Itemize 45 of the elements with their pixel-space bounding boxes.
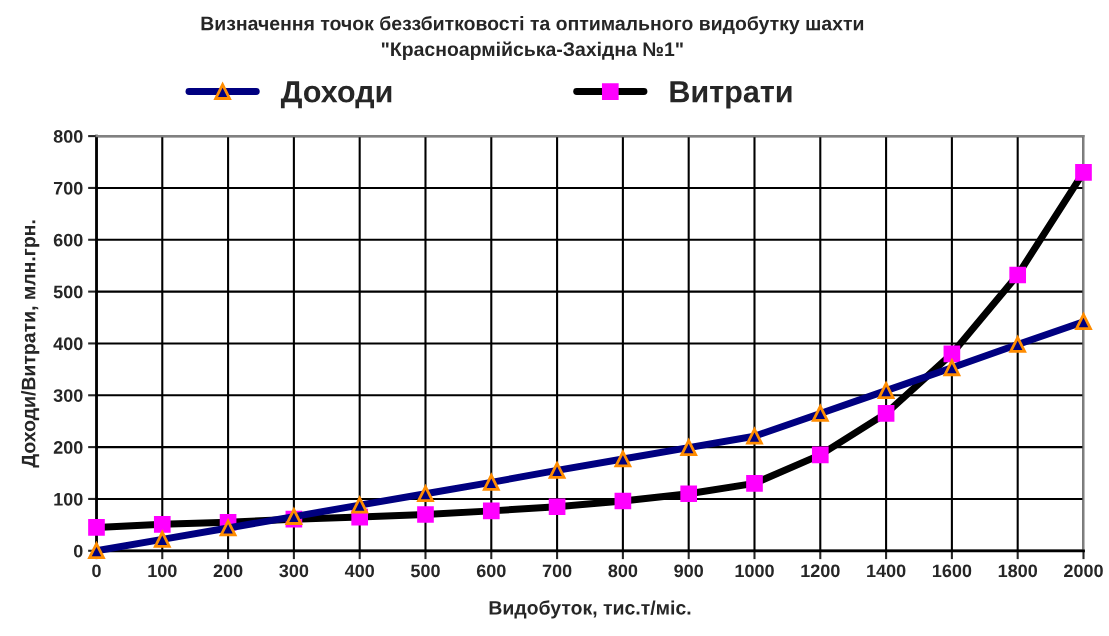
x-tick-label: 1200 [801, 564, 840, 578]
point [943, 359, 961, 377]
x-tick-label: 0 [92, 564, 101, 578]
x-tick-label: 800 [608, 564, 638, 578]
point [877, 382, 895, 399]
x-tick-label: 900 [674, 564, 704, 578]
point [1009, 336, 1027, 353]
legend-label: Витрати [670, 81, 792, 109]
point [746, 427, 763, 445]
point [614, 450, 632, 468]
x-tick-label: 700 [542, 564, 572, 578]
point [88, 542, 105, 560]
x-tick-label: 300 [279, 564, 309, 578]
y-axis-title: Доходи/Витрати, млн.грн. [21, 220, 40, 468]
point [219, 519, 237, 537]
point [680, 439, 698, 456]
point [1075, 313, 1092, 330]
x-tick-label: 400 [344, 564, 375, 578]
y-tick-label: 400 [53, 337, 83, 351]
y-tick-label: 200 [53, 441, 83, 454]
x-tick-label: 1600 [932, 564, 972, 578]
y-tick-label: 100 [54, 492, 83, 506]
x-tick-label: 1000 [735, 564, 774, 578]
x-tick-label: 200 [213, 564, 243, 578]
y-tick-label: 700 [53, 181, 83, 195]
x-tick-label: 1800 [998, 564, 1038, 578]
point [351, 496, 369, 514]
y-tick-label: 0 [73, 544, 83, 558]
legend-label: Доходи [280, 81, 392, 109]
point [548, 462, 566, 479]
y-tick-label: 800 [53, 130, 83, 143]
x-tick-label: 500 [410, 564, 440, 578]
x-tick-label: 2000 [1064, 564, 1103, 578]
chart-title: Визначення точок беззбитковості та оптимального видобутку шахти "Красноармійська-Західна №1" [201, 15, 864, 60]
y-tick-label: 300 [53, 389, 83, 403]
x-tick-label: 1400 [867, 564, 906, 578]
x-tick-label: 100 [148, 564, 177, 578]
point [153, 531, 171, 548]
point [482, 474, 500, 491]
y-tick-label: 500 [53, 285, 83, 299]
x-tick-label: 600 [476, 564, 506, 578]
x-axis-title: Видобуток, тис.т/міс. [489, 600, 691, 619]
y-tick-label: 600 [53, 233, 83, 247]
point [417, 485, 434, 503]
point [811, 405, 829, 422]
